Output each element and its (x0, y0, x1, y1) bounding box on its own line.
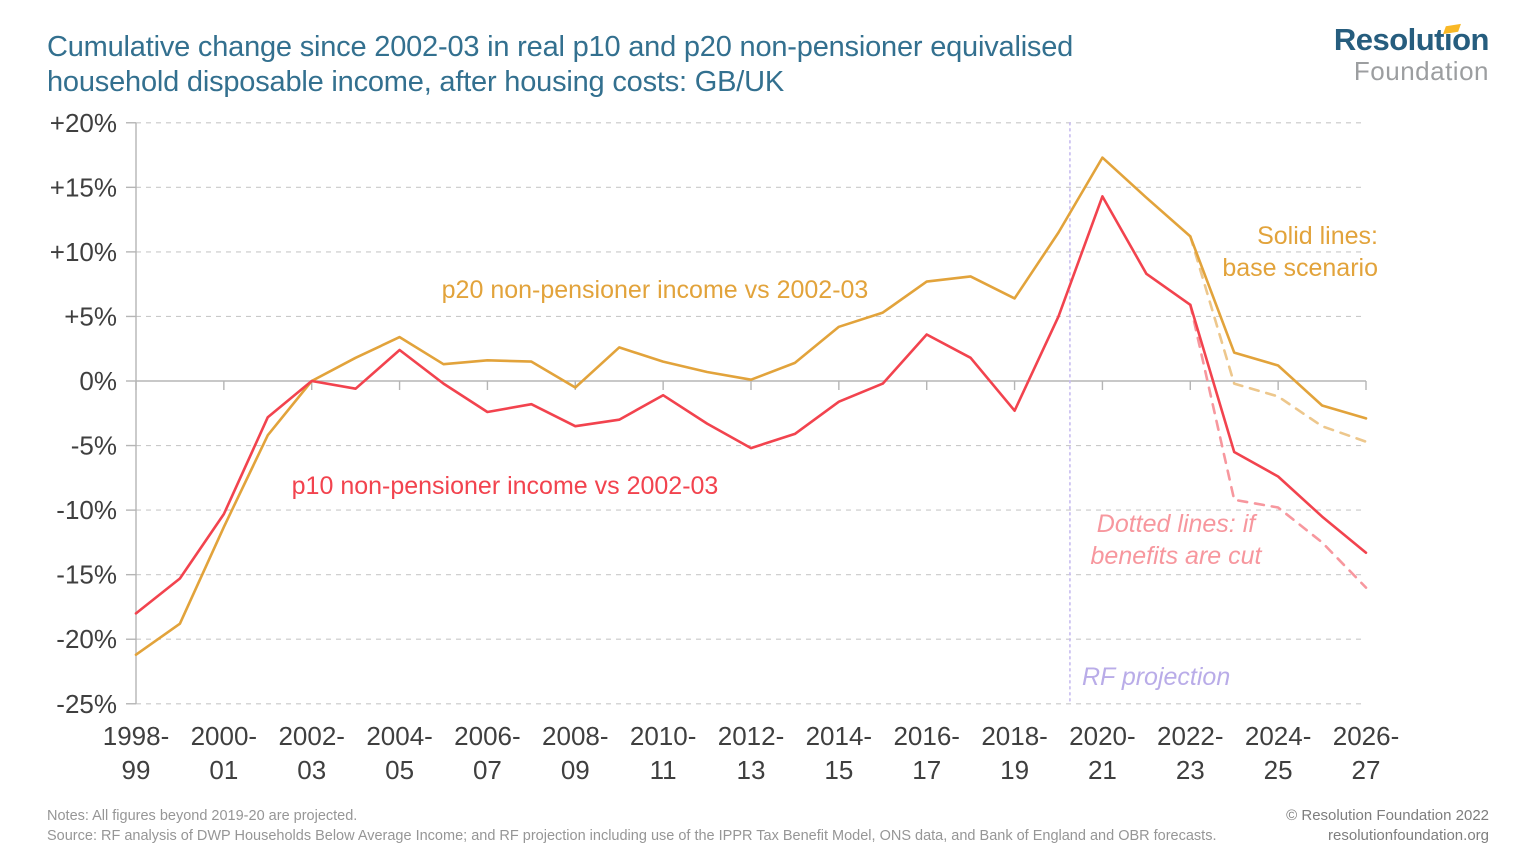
series-line-p20-non-pensioner-income-base-scenario (134, 156, 1368, 656)
line-chart: +20% +15% +10% +5% 0% -5% -10% -15% -20% -25%1998… (50, 108, 1400, 785)
y-axis-label-10: +10% (50, 237, 117, 267)
logo-wordmark-wrap: Resolution (1333, 22, 1490, 57)
page-title-line-2: household disposable income, after housi… (47, 66, 784, 99)
y-axis-label--10: -10% (56, 495, 117, 525)
y-axis-label--15: -15% (56, 560, 117, 590)
y-axis-label--20: -20% (56, 624, 117, 654)
footer-copyright: © Resolution Foundation 2022 resolutionf… (1286, 806, 1489, 847)
x-axis-label-2006-07: 2006-07 (454, 721, 521, 785)
x-axis-label-2014-15: 2014-15 (806, 721, 873, 785)
y-axis-label-5: +5% (64, 301, 117, 331)
page-title-line-1: Cumulative change since 2002-03 in real … (47, 31, 1074, 63)
x-axis-label-2000-01: 2000-01 (191, 721, 258, 785)
x-axis-label-2010-11: 2010-11 (630, 721, 697, 785)
series-line-p10-non-pensioner-income-base-scenario (134, 195, 1368, 615)
x-axis-label-2016-17: 2016-17 (893, 721, 960, 785)
x-axis-label-2020-21: 2020-21 (1069, 721, 1136, 785)
y-axis-label--5: -5% (71, 431, 117, 461)
y-axis-label-15: +15% (50, 172, 117, 202)
annotation-solid-lines-note: Solid lines: base scenario (1222, 222, 1378, 282)
y-gridlines (126, 122, 1366, 705)
source-text: Source: RF analysis of DWP Households Be… (47, 828, 1217, 844)
annotation-rf-projection-label: RF projection (1082, 663, 1230, 691)
notes-text: Notes: All figures beyond 2019-20 are pr… (47, 808, 358, 824)
y-axis-labels: +20% +15% +10% +5% 0% -5% -10% -15% -20% -25% (50, 108, 117, 719)
x-axis-label-2022-23: 2022-23 (1157, 721, 1224, 785)
y-axis-label-0: 0% (79, 366, 117, 396)
annotation-p20-label: p20 non-pensioner income vs 2002-03 (442, 276, 869, 304)
x-axis-label-2008-09: 2008-09 (542, 721, 609, 785)
x-axis-label-2002-03: 2002-03 (278, 721, 345, 785)
website-text: resolutionfoundation.org (1328, 827, 1489, 845)
x-axis-label-2012-13: 2012-13 (718, 721, 785, 785)
footer-notes: Notes: All figures beyond 2019-20 are pr… (47, 806, 1269, 846)
series-line-p20-non-pensioner-income-if-benefits-are-cut (1189, 235, 1368, 443)
copyright-text: © Resolution Foundation 2022 (1286, 807, 1489, 824)
annotation-p10-label: p10 non-pensioner income vs 2002-03 (292, 472, 719, 500)
y-axis-label-20: +20% (50, 108, 117, 138)
logo-wordmark-text: Resolution (1333, 22, 1490, 57)
x-axis-label-2026-27: 2026-27 (1333, 721, 1400, 785)
x-axis-labels: 1998-99 2000-01 2002-03 2004-05 2006-07 2008-… (103, 381, 1400, 785)
y-axis-label--25: -25% (56, 689, 117, 719)
rf-logo: Resolution Foundation (1333, 22, 1490, 86)
x-axis-label-2018-19: 2018-19 (981, 721, 1048, 785)
logo-subtext: Foundation (1353, 55, 1489, 86)
x-axis-label-2024-25: 2024-25 (1245, 721, 1312, 785)
x-axis-label-2004-05: 2004-05 (366, 721, 433, 785)
x-axis-label-1998-99: 1998-99 (103, 721, 170, 785)
annotation-dotted-lines-note: Dotted lines: if benefits are cut (1091, 510, 1263, 570)
page-title: Cumulative change since 2002-03 in real … (47, 30, 1073, 101)
series-line-p10-non-pensioner-income-if-benefits-are-cut (1189, 303, 1368, 589)
